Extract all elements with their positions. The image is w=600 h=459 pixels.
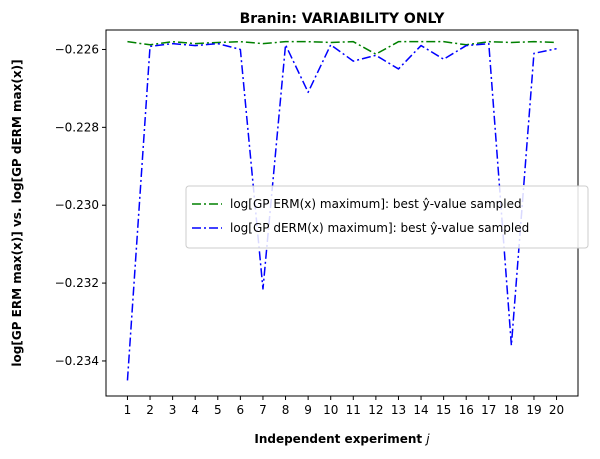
x-axis-label: Independent experiment j [254,432,430,446]
y-axis-label: log[GP ERM max(x)] vs. log[GP dERM max(x… [10,59,24,366]
x-tick-label: 2 [146,403,154,417]
x-tick-label: 13 [391,403,406,417]
x-tick-label: 6 [237,403,245,417]
y-tick-label: −0.230 [55,198,99,212]
legend-label-1: log[GP ERM(x) maximum]: best ŷ-value sam… [230,197,522,211]
legend: log[GP ERM(x) maximum]: best ŷ-value sam… [185,185,589,249]
series-layer [126,40,557,381]
x-tick-label: 9 [304,403,312,417]
x-tick-label: 7 [259,403,267,417]
y-tick-label: −0.232 [55,276,99,290]
x-tick-label: 8 [282,403,290,417]
chart-title: Branin: VARIABILITY ONLY [240,11,446,27]
x-axis-label-var: j [424,432,430,446]
series-line-2 [126,42,557,381]
x-tick-label: 15 [436,403,451,417]
x-tick-label: 10 [323,403,338,417]
series-line-1 [127,40,557,55]
x-tick-label: 4 [191,403,199,417]
x-tick-label: 1 [124,403,132,417]
legend-box [185,185,589,249]
x-tick-label: 14 [413,403,428,417]
x-tick-label: 18 [504,403,519,417]
x-tick-label: 11 [346,403,361,417]
x-axis-label-text: Independent experiment [254,432,426,446]
y-tick-label: −0.226 [55,42,99,56]
x-tick-label: 16 [459,403,474,417]
y-tick-label: −0.234 [55,354,99,368]
legend-label-2: log[GP dERM(x) maximum]: best ŷ-value sa… [230,221,529,235]
x-tick-label: 12 [368,403,383,417]
x-tick-label: 19 [526,403,541,417]
y-axis: −0.234 −0.232 −0.230 −0.228 −0.226 [55,42,106,368]
x-tick-label: 3 [169,403,177,417]
x-tick-label: 20 [549,403,564,417]
x-tick-label: 17 [481,403,496,417]
x-tick-label: 5 [214,403,222,417]
x-axis: 1 2 3 4 5 6 7 8 9 10 11 12 13 14 15 16 17 18 19 20 [124,396,564,417]
y-tick-label: −0.228 [55,120,99,134]
